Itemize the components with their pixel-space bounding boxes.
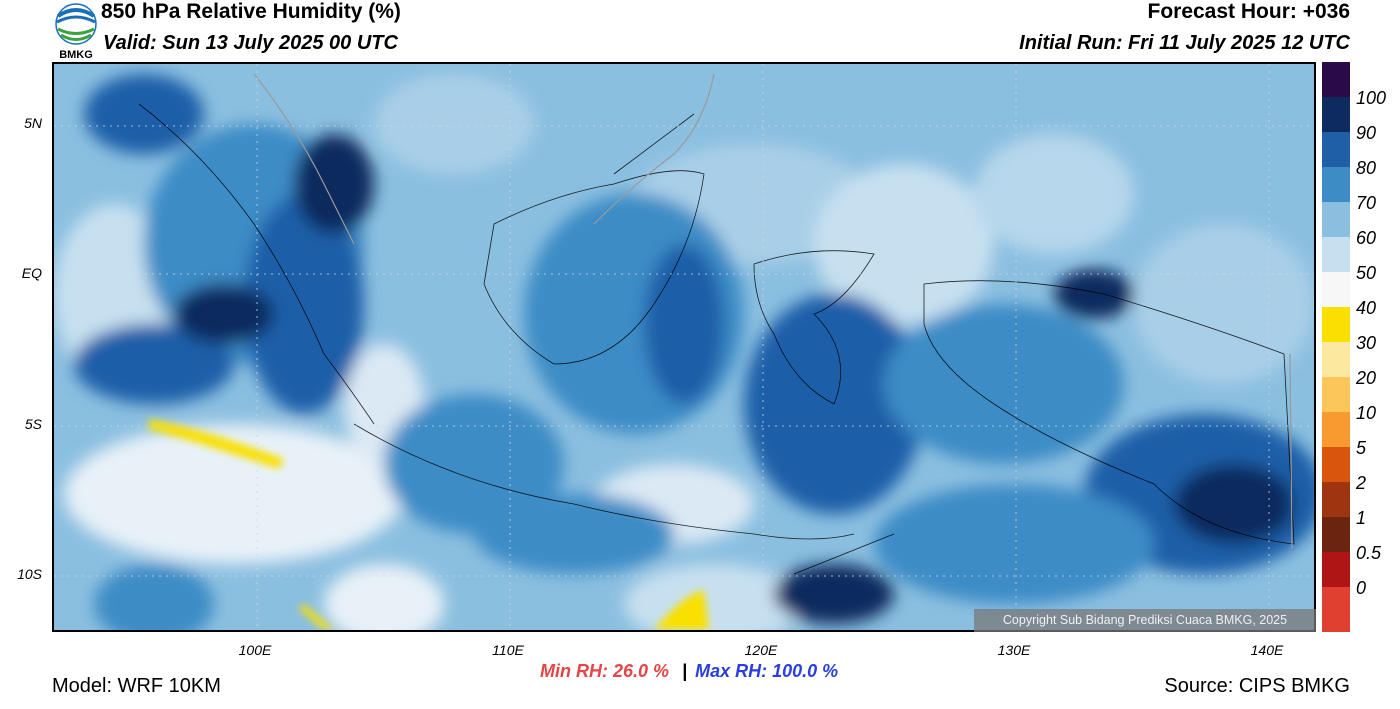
- colorbar-label: 50: [1356, 263, 1377, 283]
- model-label: Model: WRF 10KM: [52, 675, 221, 697]
- lon-label-130e: 130E: [997, 642, 1031, 658]
- lat-label-5n: 5N: [24, 115, 42, 131]
- initial-run: Initial Run: Fri 11 July 2025 12 UTC: [1019, 32, 1350, 54]
- colorbar-label: 5: [1356, 438, 1367, 458]
- colorbar-segment: [1322, 377, 1350, 412]
- lat-label-eq: EQ: [21, 265, 42, 281]
- colorbar-label: 0: [1356, 578, 1367, 598]
- lon-label-110e: 110E: [492, 642, 524, 658]
- colorbar-segment: [1322, 97, 1350, 132]
- max-rh: Max RH: 100.0 %: [695, 661, 839, 681]
- colorbar-label: 20: [1356, 368, 1377, 388]
- valid-time: Valid: Sun 13 July 2025 00 UTC: [103, 32, 398, 54]
- colorbar-segment: [1322, 237, 1350, 272]
- colorbar-label: 30: [1356, 333, 1377, 353]
- colorbar-segment: [1322, 552, 1350, 587]
- colorbar-segment: [1322, 62, 1350, 97]
- colorbar-label: 90: [1356, 123, 1377, 143]
- stats-separator: |: [682, 661, 688, 681]
- lon-label-120e: 120E: [744, 642, 778, 658]
- colorbar-segment: [1322, 272, 1350, 307]
- source-label: Source: CIPS BMKG: [1164, 675, 1350, 697]
- colorbar-label: 70: [1356, 193, 1377, 213]
- lon-label-140e: 140E: [1250, 642, 1284, 658]
- colorbar-segment: [1322, 517, 1350, 552]
- humidity-field: [54, 64, 1314, 630]
- colorbar-label: 2: [1356, 473, 1367, 493]
- colorbar-label: 80: [1356, 158, 1377, 178]
- colorbar-label: 40: [1356, 298, 1377, 318]
- colorbar-label: 0.5: [1356, 543, 1382, 563]
- min-rh: Min RH: 26.0 %: [540, 661, 670, 681]
- colorbar-segment: [1322, 587, 1350, 632]
- colorbar-segment: [1322, 307, 1350, 342]
- colorbar-segment: [1322, 482, 1350, 517]
- forecast-hour: Forecast Hour: +036: [1147, 0, 1351, 23]
- lat-label-5s: 5S: [24, 416, 42, 432]
- colorbar-segment: [1322, 167, 1350, 202]
- colorbar-segment: [1322, 132, 1350, 167]
- humidity-map: [52, 62, 1316, 632]
- lat-label-10s: 10S: [17, 566, 42, 582]
- colorbar-label: 60: [1356, 228, 1377, 248]
- logo-text: BMKG: [59, 49, 93, 60]
- colorbar-segment: [1322, 412, 1350, 447]
- colorbar-segment: [1322, 342, 1350, 377]
- bmkg-logo: BMKG: [52, 2, 100, 61]
- map-title: 850 hPa Relative Humidity (%): [101, 0, 401, 23]
- colorbar-label: 100: [1356, 88, 1387, 108]
- colorbar-segment: [1322, 202, 1350, 237]
- colorbar-label: 10: [1356, 403, 1377, 423]
- colorbar-segment: [1322, 447, 1350, 482]
- lon-label-100e: 100E: [238, 642, 272, 658]
- rh-stats: Min RH: 26.0 % | Max RH: 100.0 %: [540, 661, 838, 682]
- colorbar-label: 1: [1356, 508, 1367, 528]
- copyright-notice: Copyright Sub Bidang Prediksi Cuaca BMKG…: [974, 609, 1316, 632]
